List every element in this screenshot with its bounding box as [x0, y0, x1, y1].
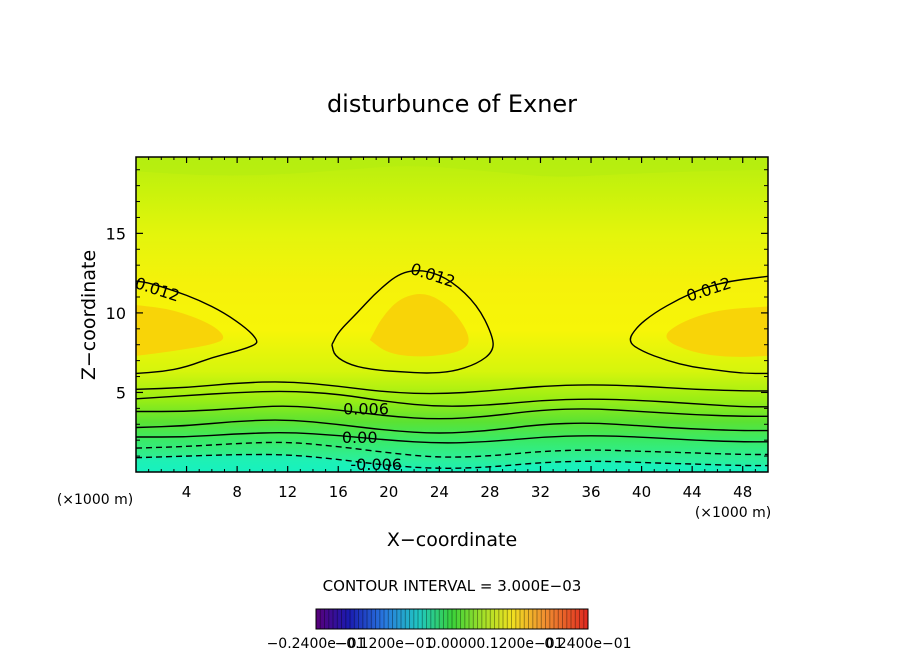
contour-fill-max — [136, 305, 224, 356]
x-tick-label: 8 — [232, 483, 242, 501]
colorbar: −0.2400e−01−0.1200e−010.0000 0.1200e−010.… — [267, 608, 632, 652]
contour-lines — [136, 269, 768, 469]
contour-line — [136, 432, 768, 444]
y-axis-label: Z−coordinate — [78, 250, 100, 380]
y-tick-label: 5 — [116, 383, 126, 402]
contour-line — [136, 280, 258, 375]
colorbar-tick-label: −0.2400e−01 — [267, 636, 366, 652]
x-tick-label: 16 — [329, 483, 348, 501]
contour-fills — [136, 157, 768, 472]
contour-line — [331, 269, 494, 374]
x-axis-label: X−coordinate — [387, 529, 517, 551]
colorbar-tick-label: −0.1200e−01 — [335, 636, 434, 652]
contour-line — [136, 405, 768, 420]
colorbar-tick-label: 0.0000 — [428, 636, 477, 652]
contour-interval-text: CONTOUR INTERVAL = 3.000E−03 — [323, 577, 582, 595]
x-unit-right: (×1000 m) — [695, 505, 771, 521]
colorbar-ramp — [315, 608, 589, 630]
contour-fill-max — [369, 294, 469, 357]
x-tick-label: 32 — [531, 483, 550, 501]
contour-fill-max — [666, 306, 768, 357]
contour-line — [136, 390, 768, 408]
contour-label: 0.00 — [342, 428, 378, 447]
x-tick-label: 44 — [683, 483, 702, 501]
contour-line — [136, 453, 768, 469]
contour-line — [136, 419, 768, 434]
contour-fill-top — [136, 157, 768, 177]
contour-line — [136, 441, 768, 458]
x-tick-label: 4 — [182, 483, 192, 501]
x-tick-label: 40 — [632, 483, 651, 501]
contour-label: 0.006 — [343, 399, 389, 418]
colorbar-lines — [319, 609, 585, 629]
chart-title: disturbunce of Exner — [327, 90, 577, 118]
x-tick-label: 24 — [430, 483, 449, 501]
contour-line — [136, 381, 768, 395]
x-tick-label: 20 — [379, 483, 398, 501]
y-tick-label: 15 — [106, 224, 126, 243]
colorbar-tick-label: 0.1200e−01 — [476, 636, 563, 652]
x-tick-label: 48 — [733, 483, 752, 501]
y-tick-label: 10 — [106, 304, 126, 323]
contour-fill-min — [136, 454, 768, 472]
x-tick-label: 36 — [581, 483, 600, 501]
x-unit-left: (×1000 m) — [57, 492, 133, 508]
colorbar-labels: −0.2400e−01−0.1200e−010.0000 0.1200e−010.… — [267, 636, 632, 652]
contour-line — [629, 275, 768, 375]
colorbar-tick-label: 0.2400e−01 — [544, 636, 631, 652]
x-tick-label: 28 — [480, 483, 499, 501]
x-tick-label: 12 — [278, 483, 297, 501]
